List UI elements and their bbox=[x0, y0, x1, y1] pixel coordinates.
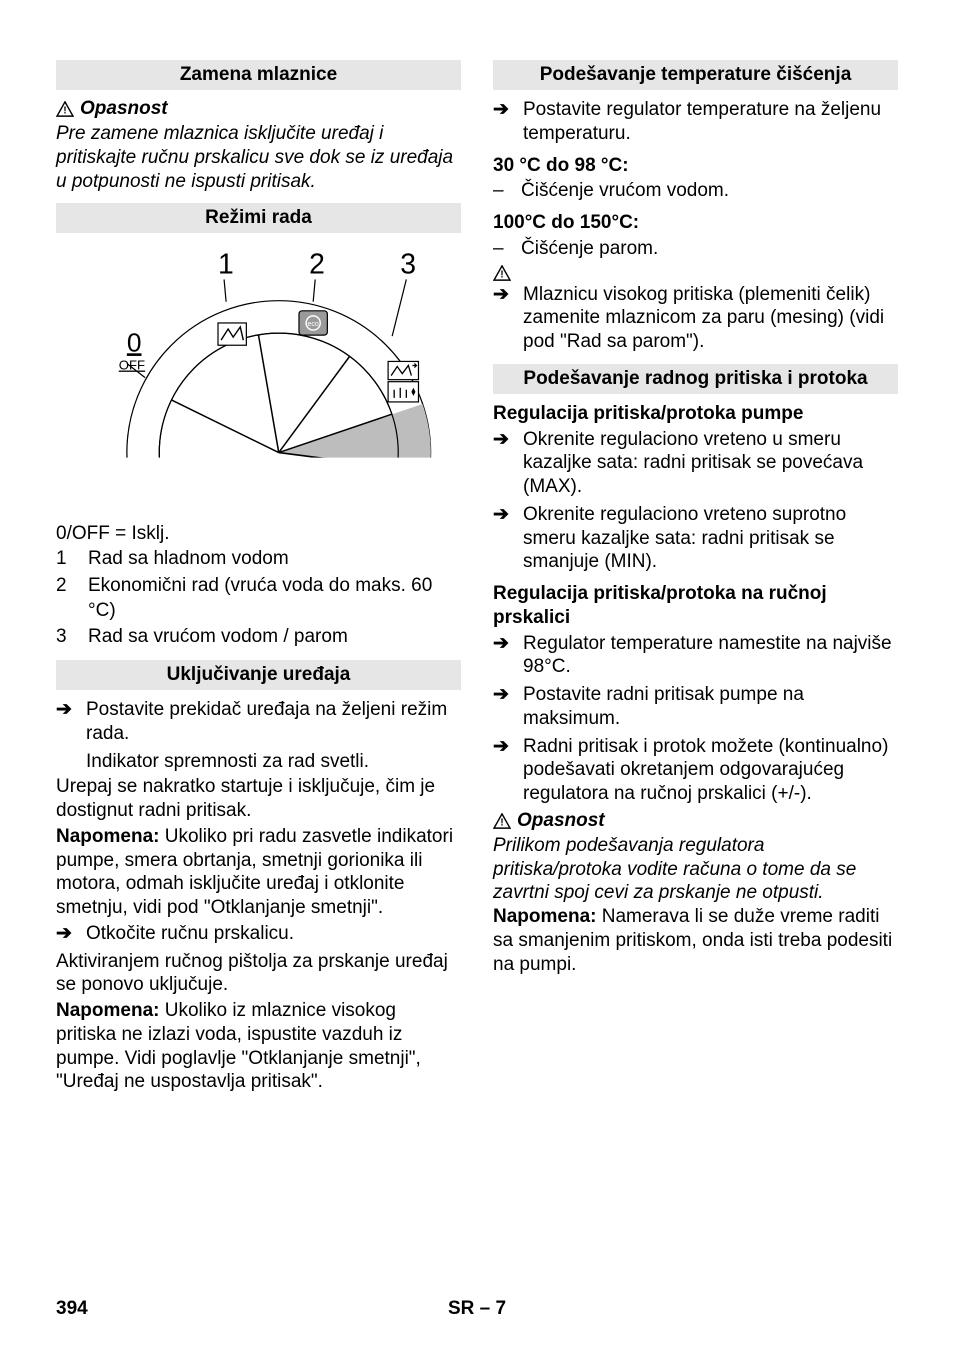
mode-list: 1 Rad sa hladnom vodom 2 Ekonomični rad … bbox=[56, 547, 461, 650]
list-text: Postavite prekidač uređaja na željeni re… bbox=[86, 698, 461, 746]
dash-list: – Čišćenje vrućom vodom. bbox=[493, 179, 898, 203]
arrow-list: ➔ Regulator temperature namestite na naj… bbox=[493, 632, 898, 806]
list-text: Čišćenje vrućom vodom. bbox=[521, 179, 729, 203]
diagram-label-2: 2 bbox=[309, 249, 325, 281]
danger-heading: ! Opasnost bbox=[493, 810, 898, 832]
right-column: Podešavanje temperature čišćenja ➔ Posta… bbox=[493, 60, 898, 1096]
list-item: – Čišćenje vrućom vodom. bbox=[493, 179, 898, 203]
paragraph: Aktiviranjem ručnog pištolja za prskanje… bbox=[56, 950, 461, 998]
note-paragraph: Napomena: Ukoliko pri radu zasvetle indi… bbox=[56, 825, 461, 920]
footer-center: SR – 7 bbox=[56, 1298, 898, 1320]
list-text: Regulator temperature namestite na najvi… bbox=[523, 632, 898, 680]
list-item: ➔ Radni pritisak i protok možete (kontin… bbox=[493, 735, 898, 806]
list-text: Ekonomični rad (vruća voda do maks. 60 °… bbox=[88, 574, 461, 623]
temp-range-label: 30 °C do 98 °C: bbox=[493, 154, 898, 178]
arrow-icon: ➔ bbox=[56, 698, 76, 746]
temp-range-label: 100°C do 150°C: bbox=[493, 211, 898, 235]
two-column-layout: Zamena mlaznice ! Opasnost Pre zamene ml… bbox=[56, 60, 898, 1096]
list-number: 1 bbox=[56, 547, 74, 572]
section-heading-pritisak: Podešavanje radnog pritiska i protoka bbox=[493, 364, 898, 394]
note-label: Napomena: bbox=[56, 826, 159, 847]
arrow-list: ➔ Otkočite ručnu prskalicu. bbox=[56, 922, 461, 946]
arrow-icon: ➔ bbox=[493, 503, 513, 574]
arrow-icon: ➔ bbox=[493, 735, 513, 806]
list-text: Čišćenje parom. bbox=[521, 237, 658, 261]
svg-text:!: ! bbox=[500, 817, 503, 828]
note-paragraph: Napomena: Namerava li se duže vreme radi… bbox=[493, 905, 898, 976]
danger-label: Opasnost bbox=[517, 810, 605, 832]
danger-label: Opasnost bbox=[80, 98, 168, 120]
danger-heading: ! Opasnost bbox=[56, 98, 461, 120]
standalone-warning-icon: ! bbox=[493, 265, 898, 281]
arrow-icon: ➔ bbox=[493, 683, 513, 731]
page-footer: 394 SR – 7 bbox=[56, 1298, 898, 1320]
list-item: ➔ Okrenite regulaciono vreteno suprotno … bbox=[493, 503, 898, 574]
list-number: 2 bbox=[56, 574, 74, 623]
off-value: Isklj. bbox=[132, 523, 170, 544]
arrow-list: ➔ Postavite prekidač uređaja na željeni … bbox=[56, 698, 461, 746]
list-item: ➔ Postavite regulator temperature na žel… bbox=[493, 98, 898, 146]
list-item: ➔ Postavite radni pritisak pumpe na maks… bbox=[493, 683, 898, 731]
list-text: Okrenite regulaciono vreteno u smeru kaz… bbox=[523, 428, 898, 499]
list-text: Rad sa hladnom vodom bbox=[88, 547, 289, 572]
list-item: ➔ Otkočite ručnu prskalicu. bbox=[56, 922, 461, 946]
off-equals-line: 0/OFF = Isklj. bbox=[56, 522, 461, 546]
list-text: Postavite regulator temperature na želje… bbox=[523, 98, 898, 146]
list-text: Rad sa vrućom vodom / parom bbox=[88, 625, 348, 650]
list-item: ➔ Postavite prekidač uređaja na željeni … bbox=[56, 698, 461, 746]
svg-text:!: ! bbox=[500, 269, 503, 280]
svg-text:!: ! bbox=[63, 105, 66, 116]
arrow-icon: ➔ bbox=[493, 98, 513, 146]
diagram-label-1: 1 bbox=[218, 249, 234, 281]
svg-text:eco: eco bbox=[307, 320, 318, 328]
off-prefix: 0/OFF = bbox=[56, 523, 126, 544]
dash-icon: – bbox=[493, 179, 507, 203]
section-heading-rezimi: Režimi rada bbox=[56, 203, 461, 233]
list-item: ➔ Okrenite regulaciono vreteno u smeru k… bbox=[493, 428, 898, 499]
note-paragraph: Napomena: Ukoliko iz mlaznice visokog pr… bbox=[56, 999, 461, 1094]
list-item: 3 Rad sa vrućom vodom / parom bbox=[56, 625, 461, 650]
subheading: Regulacija pritiska/protoka pumpe bbox=[493, 402, 898, 426]
list-item: – Čišćenje parom. bbox=[493, 237, 898, 261]
arrow-list: ➔ Okrenite regulaciono vreteno u smeru k… bbox=[493, 428, 898, 575]
list-item: 2 Ekonomični rad (vruća voda do maks. 60… bbox=[56, 574, 461, 623]
svg-text:OFF: OFF bbox=[119, 358, 145, 373]
list-text: Mlaznicu visokog pritiska (plemeniti čel… bbox=[523, 283, 898, 354]
indicator-line: Indikator spremnosti za rad svetli. bbox=[56, 750, 461, 774]
dash-icon: – bbox=[493, 237, 507, 261]
list-number: 3 bbox=[56, 625, 74, 650]
arrow-icon: ➔ bbox=[56, 922, 76, 946]
arrow-list: ➔ Postavite regulator temperature na žel… bbox=[493, 98, 898, 146]
note-label: Napomena: bbox=[493, 906, 596, 927]
list-item: ➔ Regulator temperature namestite na naj… bbox=[493, 632, 898, 680]
section-heading-ukljucivanje: Uključivanje uređaja bbox=[56, 660, 461, 690]
arrow-icon: ➔ bbox=[493, 283, 513, 354]
list-text: Radni pritisak i protok možete (kontinua… bbox=[523, 735, 898, 806]
list-item: 1 Rad sa hladnom vodom bbox=[56, 547, 461, 572]
paragraph: Urepaj se nakratko startuje i isključuje… bbox=[56, 775, 461, 823]
arrow-list: ➔ Mlaznicu visokog pritiska (plemeniti č… bbox=[493, 283, 898, 354]
arrow-icon: ➔ bbox=[493, 632, 513, 680]
warning-triangle-icon: ! bbox=[56, 101, 74, 117]
section-heading-zamena: Zamena mlaznice bbox=[56, 60, 461, 90]
warning-triangle-icon: ! bbox=[493, 265, 511, 281]
mode-dial-diagram: 1 2 3 bbox=[56, 245, 461, 508]
list-item: ➔ Mlaznicu visokog pritiska (plemeniti č… bbox=[493, 283, 898, 354]
list-text: Okrenite regulaciono vreteno suprotno sm… bbox=[523, 503, 898, 574]
danger-text: Pre zamene mlaznica isključite uređaj i … bbox=[56, 122, 461, 193]
list-text: Postavite radni pritisak pumpe na maksim… bbox=[523, 683, 898, 731]
diagram-label-3: 3 bbox=[400, 249, 416, 281]
note-label: Napomena: bbox=[56, 1000, 159, 1021]
warning-triangle-icon: ! bbox=[493, 813, 511, 829]
subheading: Regulacija pritiska/protoka na ručnoj pr… bbox=[493, 582, 898, 630]
svg-text:0: 0 bbox=[127, 328, 142, 358]
section-heading-temperature: Podešavanje temperature čišćenja bbox=[493, 60, 898, 90]
danger-text: Prilikom podešavanja regulatora pritiska… bbox=[493, 834, 898, 905]
left-column: Zamena mlaznice ! Opasnost Pre zamene ml… bbox=[56, 60, 461, 1096]
arrow-icon: ➔ bbox=[493, 428, 513, 499]
dash-list: – Čišćenje parom. bbox=[493, 237, 898, 261]
list-text: Otkočite ručnu prskalicu. bbox=[86, 922, 294, 946]
